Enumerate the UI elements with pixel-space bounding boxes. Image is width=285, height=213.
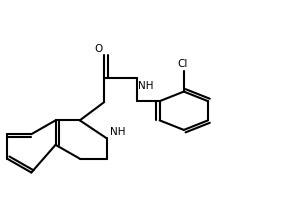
Text: O: O [94,44,102,54]
Text: Cl: Cl [177,59,188,69]
Text: NH: NH [138,81,154,91]
Text: NH: NH [110,127,125,137]
